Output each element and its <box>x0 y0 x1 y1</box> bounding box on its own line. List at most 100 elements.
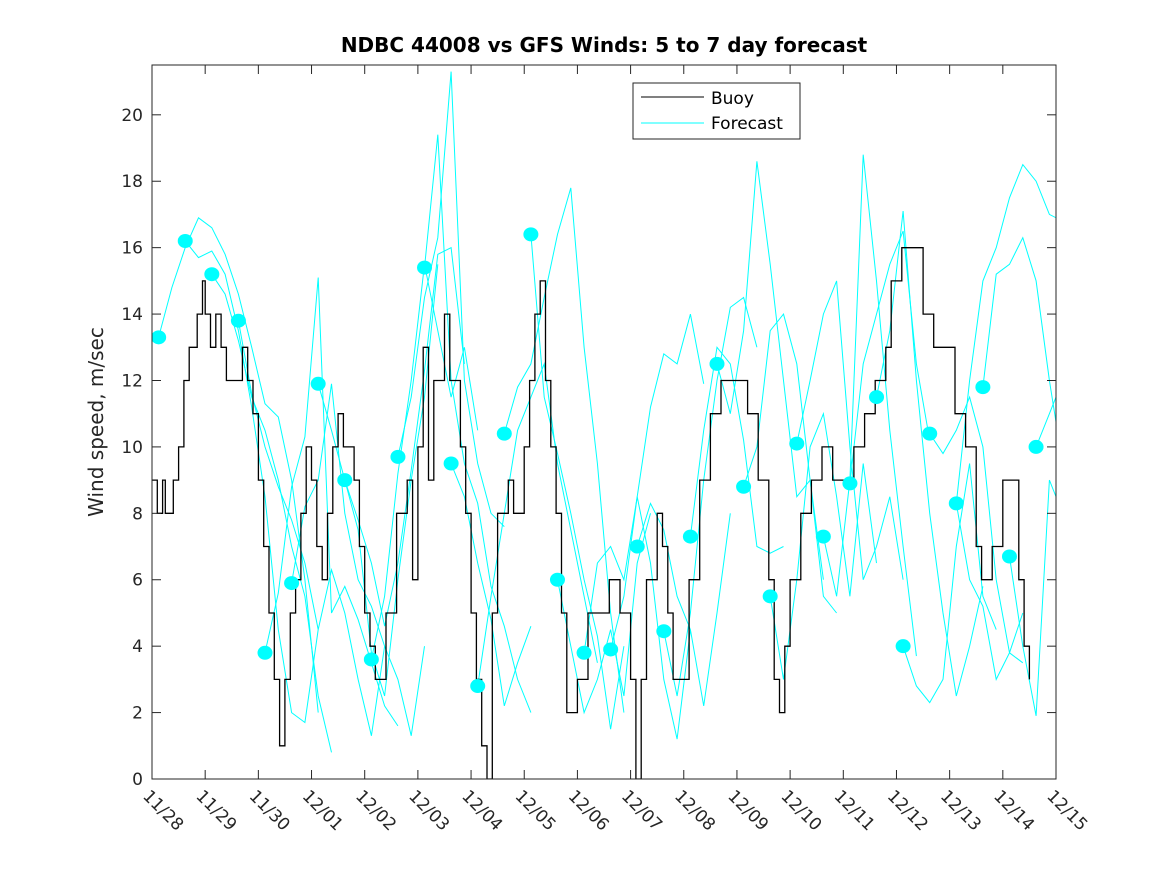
forecast-marker <box>603 642 619 657</box>
forecast-marker <box>177 234 193 249</box>
forecast-marker <box>948 496 964 511</box>
y-tick-label: 2 <box>132 704 143 724</box>
forecast-marker <box>417 260 433 275</box>
x-tick-label: 12/01 <box>298 786 347 835</box>
legend: Buoy Forecast <box>632 82 801 140</box>
forecast-marker <box>869 390 885 405</box>
x-tick-label: 12/09 <box>723 786 772 835</box>
y-tick-label: 8 <box>132 504 143 524</box>
forecast-marker <box>895 639 911 654</box>
forecast-marker <box>523 227 539 242</box>
x-tick-label: 11/29 <box>192 786 241 835</box>
y-tick-label: 4 <box>132 637 143 657</box>
forecast-marker <box>257 645 273 660</box>
forecast-marker <box>496 426 512 441</box>
legend-buoy-label: Buoy <box>711 89 754 109</box>
forecast-marker <box>762 589 778 604</box>
forecast-marker <box>656 624 672 639</box>
forecast-line-30 <box>955 503 1024 681</box>
legend-forecast-label: Forecast <box>711 114 783 134</box>
x-tick-label: 12/11 <box>830 786 879 835</box>
forecast-marker <box>1001 549 1017 564</box>
y-tick-label: 16 <box>121 239 143 259</box>
x-tick-label: 12/14 <box>989 786 1038 835</box>
forecast-marker <box>337 473 353 488</box>
forecast-line-25 <box>822 154 917 657</box>
forecast-line-9 <box>397 71 505 527</box>
x-tick-label: 11/30 <box>245 786 294 835</box>
x-tick-label: 12/07 <box>617 786 666 835</box>
forecast-line-26 <box>849 230 931 484</box>
forecast-line-3 <box>237 320 386 736</box>
forecast-line-16 <box>583 313 705 653</box>
forecast-line-15 <box>557 513 651 715</box>
x-tick-label: 12/12 <box>883 786 932 835</box>
forecast-marker <box>842 476 858 491</box>
forecast-marker <box>363 652 379 667</box>
x-tick-label: 12/06 <box>564 786 613 835</box>
y-tick-label: 0 <box>132 770 143 790</box>
buoy-line <box>152 247 1031 779</box>
y-tick-label: 6 <box>132 571 143 591</box>
forecast-marker <box>682 529 698 544</box>
forecast-marker <box>922 426 938 441</box>
y-axis-label: Wind speed, m/sec <box>84 327 108 517</box>
forecast-marker <box>789 436 805 451</box>
forecast-marker <box>815 529 831 544</box>
forecast-marker <box>1028 439 1044 454</box>
forecast-line-27 <box>876 211 984 697</box>
forecast-line-2 <box>211 273 332 753</box>
forecast-line-10 <box>424 134 532 713</box>
forecast-line-28 <box>902 463 997 704</box>
forecast-marker <box>975 380 991 395</box>
forecast-line-20 <box>689 346 784 554</box>
plot-background <box>152 65 1056 779</box>
forecast-marker <box>152 330 167 345</box>
forecast-marker <box>390 449 406 464</box>
forecast-marker <box>284 576 300 591</box>
forecast-line-34 <box>1035 395 1056 448</box>
y-tick-label: 20 <box>121 106 143 126</box>
x-tick-label: 12/02 <box>351 786 400 835</box>
y-tick-label: 12 <box>121 371 143 391</box>
forecast-line-5 <box>291 383 425 736</box>
x-tick-label: 12/15 <box>1042 786 1091 835</box>
forecast-marker <box>576 645 592 660</box>
forecast-marker <box>709 356 725 371</box>
x-tick-label: 12/04 <box>458 786 507 835</box>
forecast-line-1 <box>184 240 319 724</box>
forecast-marker <box>310 376 326 391</box>
forecast-marker <box>230 313 246 328</box>
forecast-marker <box>204 267 220 282</box>
forecast-line-13 <box>503 187 625 713</box>
forecast-line-29 <box>929 395 1024 653</box>
forecast-line-18 <box>636 502 731 706</box>
forecast-line-6 <box>317 264 439 697</box>
x-tick-label: 12/03 <box>404 786 453 835</box>
chart-title: NDBC 44008 vs GFS Winds: 5 to 7 day fore… <box>341 33 868 57</box>
x-tick-label: 11/28 <box>138 786 187 835</box>
x-tick-label: 12/10 <box>777 786 826 835</box>
plot-frame <box>151 64 1057 780</box>
forecast-line-11 <box>450 463 532 707</box>
y-tick-label: 10 <box>121 438 143 458</box>
y-tick-label: 14 <box>121 305 143 325</box>
y-tick-label: 18 <box>121 172 143 192</box>
forecast-line-24 <box>796 280 904 580</box>
legend-box <box>632 82 801 140</box>
forecast-marker <box>629 539 645 554</box>
forecast-marker <box>736 479 752 494</box>
forecast-marker <box>470 679 486 694</box>
forecast-line-32 <box>982 236 1056 426</box>
forecast-marker <box>549 572 565 587</box>
x-tick-label: 12/05 <box>511 786 560 835</box>
x-tick-label: 12/08 <box>670 786 719 835</box>
series-layer <box>152 71 1056 779</box>
forecast-line-17 <box>610 496 691 740</box>
forecast-line-21 <box>716 161 824 580</box>
forecast-line-22 <box>743 313 837 614</box>
forecast-marker <box>443 456 459 471</box>
x-tick-label: 12/13 <box>936 786 985 835</box>
forecast-line-33 <box>1009 479 1056 716</box>
